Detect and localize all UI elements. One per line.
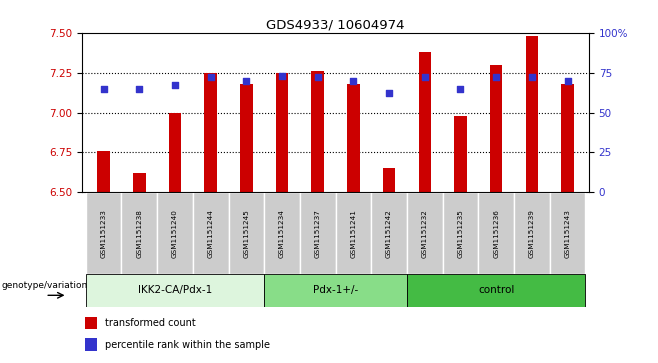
Point — [348, 78, 359, 83]
Text: GSM1151234: GSM1151234 — [279, 209, 285, 258]
Bar — [265, 192, 300, 274]
Text: transformed count: transformed count — [105, 318, 196, 328]
Title: GDS4933/ 10604974: GDS4933/ 10604974 — [266, 19, 405, 32]
Bar — [443, 192, 478, 274]
Bar — [228, 192, 265, 274]
Point — [526, 74, 537, 80]
Text: GSM1151233: GSM1151233 — [101, 209, 107, 258]
Bar — [371, 192, 407, 274]
Point — [99, 86, 109, 91]
Point — [313, 74, 323, 80]
Text: IKK2-CA/Pdx-1: IKK2-CA/Pdx-1 — [138, 285, 212, 295]
Text: percentile rank within the sample: percentile rank within the sample — [105, 340, 270, 350]
Text: GSM1151235: GSM1151235 — [457, 209, 463, 258]
Bar — [240, 84, 253, 192]
Point — [562, 78, 572, 83]
Point — [241, 78, 251, 83]
Bar — [418, 52, 431, 192]
Bar — [478, 192, 514, 274]
Text: Pdx-1+/-: Pdx-1+/- — [313, 285, 358, 295]
Bar — [407, 192, 443, 274]
Text: GSM1151232: GSM1151232 — [422, 209, 428, 258]
Text: GSM1151243: GSM1151243 — [565, 209, 570, 258]
Text: GSM1151241: GSM1151241 — [351, 209, 357, 258]
Bar — [205, 73, 217, 192]
Bar — [454, 116, 467, 192]
Bar — [86, 274, 265, 307]
Bar — [86, 192, 122, 274]
Point — [277, 73, 288, 79]
Bar — [85, 317, 97, 329]
Text: GSM1151245: GSM1151245 — [243, 209, 249, 258]
Point — [205, 74, 216, 80]
Bar — [157, 192, 193, 274]
Text: GSM1151237: GSM1151237 — [315, 209, 320, 258]
Point — [455, 86, 466, 91]
Text: GSM1151238: GSM1151238 — [136, 209, 142, 258]
Bar — [133, 173, 145, 192]
Bar — [85, 338, 97, 351]
Bar — [300, 192, 336, 274]
Text: genotype/variation: genotype/variation — [1, 281, 88, 290]
Bar — [407, 274, 586, 307]
Bar — [561, 84, 574, 192]
Point — [384, 90, 394, 96]
Bar — [168, 113, 181, 192]
Bar — [193, 192, 228, 274]
Bar — [549, 192, 586, 274]
Bar — [97, 151, 110, 192]
Point — [170, 82, 180, 88]
Bar — [311, 71, 324, 192]
Bar — [122, 192, 157, 274]
Bar — [490, 65, 503, 192]
Bar — [526, 36, 538, 192]
Text: GSM1151244: GSM1151244 — [208, 209, 214, 258]
Bar — [265, 274, 407, 307]
Bar — [514, 192, 549, 274]
Text: GSM1151239: GSM1151239 — [529, 209, 535, 258]
Bar — [383, 168, 395, 192]
Point — [420, 74, 430, 80]
Bar — [336, 192, 371, 274]
Point — [134, 86, 145, 91]
Text: control: control — [478, 285, 515, 295]
Text: GSM1151242: GSM1151242 — [386, 209, 392, 258]
Bar — [276, 73, 288, 192]
Point — [491, 74, 501, 80]
Text: GSM1151236: GSM1151236 — [493, 209, 499, 258]
Bar — [347, 84, 360, 192]
Text: GSM1151240: GSM1151240 — [172, 209, 178, 258]
